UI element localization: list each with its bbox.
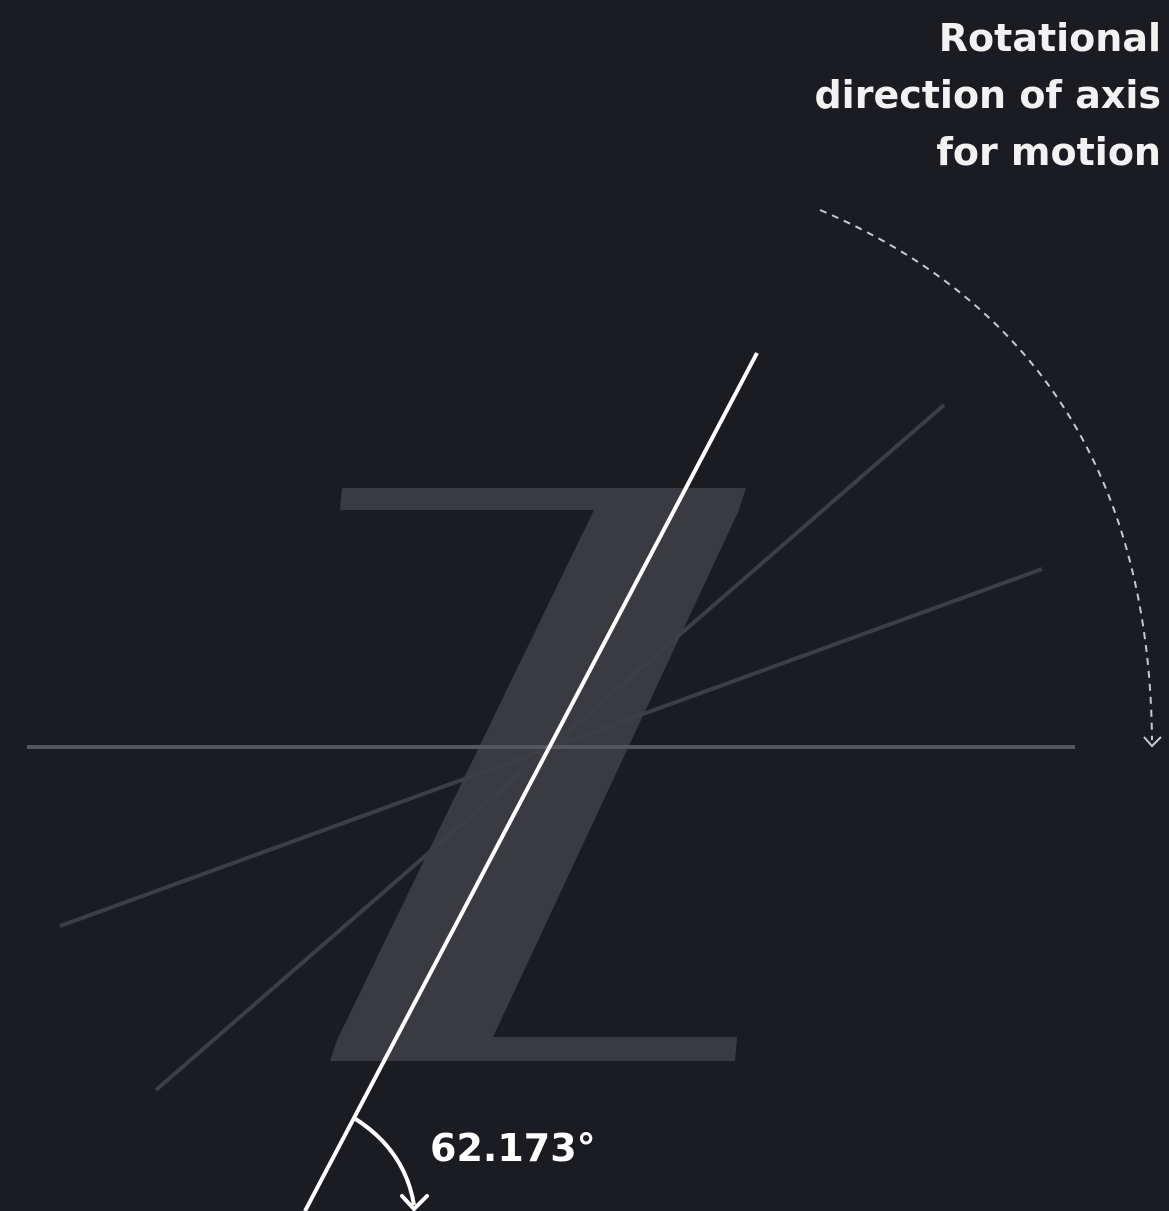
angle-value-label: 62.173° <box>430 1126 596 1170</box>
caption-line-3: for motion <box>936 130 1161 174</box>
z-glyph <box>330 488 746 1061</box>
main-axis-line <box>303 352 759 1211</box>
caption-line-1: Rotational <box>938 16 1161 60</box>
angle-arrow-head <box>400 1194 429 1211</box>
rotation-direction-arc <box>819 209 1153 741</box>
caption-line-2: direction of axis <box>814 73 1161 117</box>
rotation-caption: Rotational direction of axis for motion <box>721 10 1161 181</box>
chevron-down-icon <box>1143 736 1162 748</box>
angle-arc <box>352 1116 416 1206</box>
